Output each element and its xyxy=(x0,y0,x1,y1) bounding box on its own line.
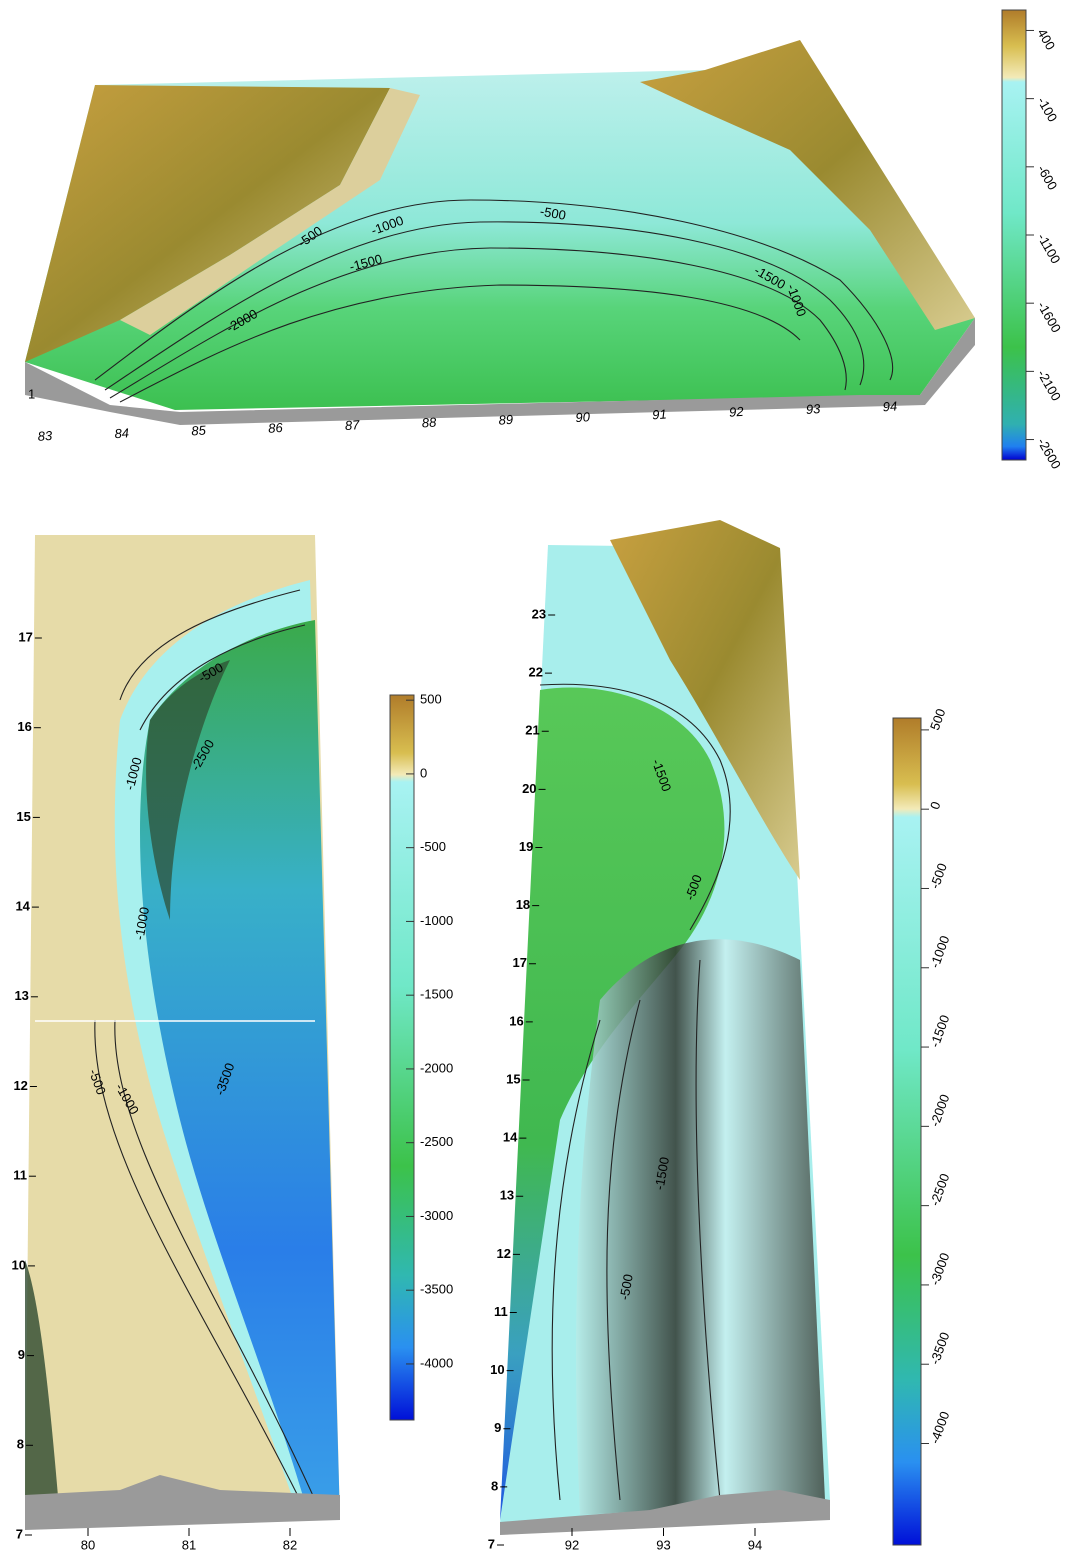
y-tick-label: 7 xyxy=(16,1526,23,1541)
right-colorbar xyxy=(893,718,921,1545)
colorbar-label: -600 xyxy=(1034,163,1060,193)
x-tick-label: 93 xyxy=(805,401,821,417)
y-tick-label: 15 xyxy=(506,1071,520,1086)
colorbar-label: 500 xyxy=(420,692,442,707)
colorbar-label: 400 xyxy=(1034,26,1058,52)
colorbar-label: -2000 xyxy=(927,1092,952,1128)
y-tick-label: 14 xyxy=(503,1130,518,1145)
colorbar-label: -100 xyxy=(1034,94,1060,124)
side-label: 1 xyxy=(28,386,35,401)
y-tick-label: 11 xyxy=(494,1304,508,1319)
y-tick-label: 11 xyxy=(13,1168,27,1183)
colorbar-label: -1500 xyxy=(420,987,453,1002)
x-tick-label: 89 xyxy=(498,412,513,428)
x-tick-label: 93 xyxy=(656,1537,670,1551)
x-tick-label: 82 xyxy=(283,1537,297,1551)
x-tick-label: 87 xyxy=(344,417,360,433)
y-tick-label: 18 xyxy=(516,897,530,912)
colorbar-label: -1100 xyxy=(1034,231,1063,266)
y-tick-label: 13 xyxy=(14,988,28,1003)
y-tick-label: 10 xyxy=(490,1362,504,1377)
top-colorbar xyxy=(1002,10,1026,460)
y-tick-label: 16 xyxy=(17,719,31,734)
colorbar-label: -1000 xyxy=(927,934,952,970)
x-tick-label: 92 xyxy=(729,404,745,420)
colorbar-label: -2500 xyxy=(927,1171,952,1207)
bathymetry-figure: 1 838485868788899091929394-500-1000-1500… xyxy=(0,0,1088,1551)
y-tick-label: 12 xyxy=(497,1246,511,1261)
x-tick-label: 81 xyxy=(182,1537,196,1551)
x-tick-label: 92 xyxy=(565,1537,579,1551)
colorbar-label: -3000 xyxy=(927,1251,952,1287)
y-tick-label: 9 xyxy=(494,1420,501,1435)
x-tick-label: 88 xyxy=(421,414,437,430)
y-tick-label: 17 xyxy=(513,955,527,970)
colorbar-label: -1000 xyxy=(420,913,453,928)
y-tick-label: 12 xyxy=(13,1078,27,1093)
y-tick-label: 16 xyxy=(509,1013,523,1028)
colorbar-label: -2000 xyxy=(420,1060,453,1075)
y-tick-label: 7 xyxy=(488,1536,495,1551)
x-tick-label: 90 xyxy=(575,409,591,425)
y-tick-label: 20 xyxy=(522,781,536,796)
right-terrain xyxy=(500,520,830,1535)
colorbar-label: 0 xyxy=(420,765,427,780)
y-tick-label: 21 xyxy=(525,723,539,738)
y-tick-label: 10 xyxy=(11,1257,25,1272)
colorbar-label: -2100 xyxy=(1034,367,1064,403)
colorbar-label: -3000 xyxy=(420,1208,453,1223)
colorbar-label: -1500 xyxy=(927,1013,952,1049)
top-terrain xyxy=(25,40,975,425)
y-tick-label: 14 xyxy=(15,899,30,914)
colorbar-label: -1600 xyxy=(1034,299,1064,335)
colorbar-label: -3500 xyxy=(420,1282,453,1297)
y-tick-label: 22 xyxy=(528,665,542,680)
x-tick-label: 84 xyxy=(114,425,129,441)
left-colorbar xyxy=(390,695,414,1420)
left-terrain xyxy=(25,535,340,1530)
colorbar-label: -3500 xyxy=(927,1330,952,1366)
colorbar-label: -4000 xyxy=(420,1355,453,1370)
colorbar-label: -4000 xyxy=(927,1409,952,1445)
y-tick-label: 8 xyxy=(491,1478,498,1493)
x-tick-label: 85 xyxy=(191,423,207,439)
y-tick-label: 9 xyxy=(18,1347,25,1362)
x-tick-label: 80 xyxy=(81,1537,95,1551)
colorbar-label: -2600 xyxy=(1034,435,1064,471)
y-tick-label: 8 xyxy=(17,1437,24,1452)
colorbar-label: 0 xyxy=(927,799,944,811)
x-tick-label: 91 xyxy=(652,406,667,422)
x-tick-label: 94 xyxy=(882,398,897,414)
x-tick-label: 94 xyxy=(748,1537,762,1551)
y-tick-label: 17 xyxy=(18,629,32,644)
colorbar-label: -500 xyxy=(927,861,950,891)
y-tick-label: 13 xyxy=(500,1188,514,1203)
x-tick-label: 86 xyxy=(268,420,284,436)
colorbar-label: 500 xyxy=(927,707,949,733)
x-tick-label: 83 xyxy=(37,428,53,444)
y-tick-label: 19 xyxy=(519,839,533,854)
y-tick-label: 23 xyxy=(532,606,546,621)
colorbar-label: -2500 xyxy=(420,1134,453,1149)
colorbar-label: -500 xyxy=(420,839,446,854)
y-tick-label: 15 xyxy=(16,809,30,824)
